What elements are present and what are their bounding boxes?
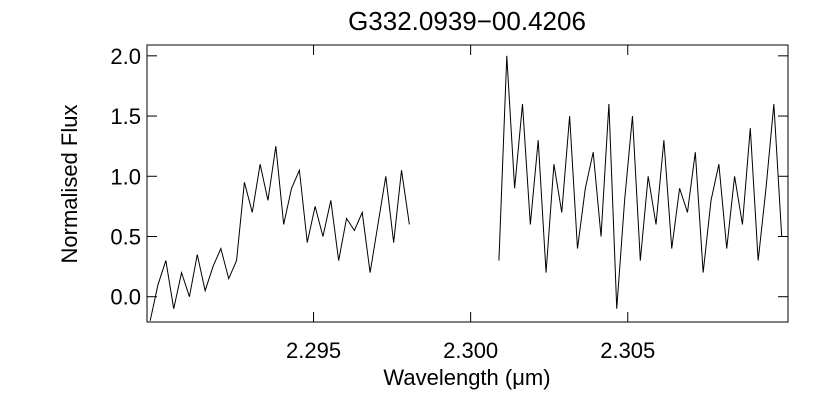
x-axis-label: Wavelength (μm) <box>383 365 550 390</box>
y-tick-label: 0.0 <box>110 285 141 310</box>
y-tick-label: 0.5 <box>110 224 141 249</box>
y-tick-label: 1.5 <box>110 104 141 129</box>
plot-frame <box>146 44 789 323</box>
spectrum-line <box>149 55 783 321</box>
y-tick-label: 2.0 <box>110 44 141 69</box>
x-tick-label: 2.305 <box>600 338 655 363</box>
x-tick-label: 2.295 <box>286 338 341 363</box>
x-tick-label: 2.300 <box>443 338 498 363</box>
chart-title: G332.0939−00.4206 <box>348 6 586 36</box>
y-tick-label: 1.0 <box>110 164 141 189</box>
y-axis-label: Normalised Flux <box>57 105 82 264</box>
